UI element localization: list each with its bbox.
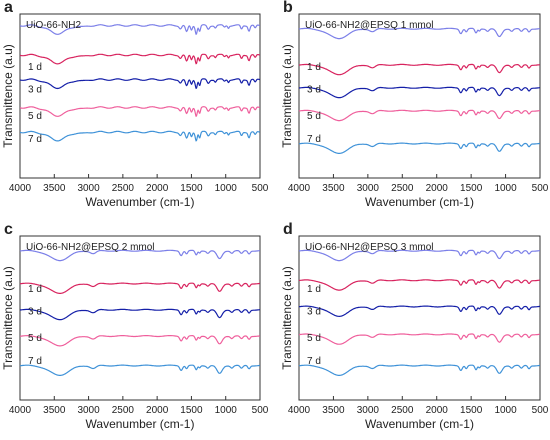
series-label: 7 d [28,134,42,145]
panel-a: a UiO-66-NH2 1 d 3 d 5 d 7 d 4000 3500 3000 2500 2… [1,0,269,209]
panel-letter: d [283,221,293,238]
series-label: 7 d [307,356,321,367]
series-label: 5 d [28,333,42,344]
x-tick-label: 500 [252,183,269,194]
plot-frame [19,235,261,401]
x-tick-label: 4000 [288,405,311,416]
series-line-1 [298,27,541,40]
plot-frame [298,235,541,401]
x-tick-label: 2000 [426,405,449,416]
x-tick-label: 1000 [494,405,517,416]
series-line-3 [299,86,540,99]
x-tick-label: 3500 [43,405,66,416]
series-label: 3 d [307,307,321,318]
x-tick-label: 2000 [146,405,169,416]
series-line-2 [19,53,261,65]
y-axis-label: Transmittence (a.u) [280,266,294,370]
series-line-2 [298,279,540,291]
panel-b: b UiO-66-NH2@EPSQ 1 mmol 1 d 3 d 5 d 7 d 4000 3… [280,0,549,209]
x-tick-label: 1500 [460,183,483,194]
series-line-5 [19,364,261,376]
x-tick-label: 3000 [77,405,100,416]
series-line-3 [19,78,261,90]
x-tick-label: 3500 [322,405,345,416]
panel-c: c UiO-66-NH2@EPSQ 2 mmol 1 d 3 d 5 d 7 d 4000 3… [1,221,269,431]
x-tick-label: 3000 [357,405,380,416]
x-tick-label: 500 [252,405,269,416]
x-axis-label: Wavenumber (cm-1) [86,417,195,431]
series-line-5 [298,142,541,154]
x-tick-label: 1500 [180,405,203,416]
series-label: 3 d [28,85,42,96]
series-line-5 [20,130,261,142]
x-axis-label: Wavenumber (cm-1) [365,195,474,209]
series-label: 5 d [28,111,42,122]
series-line-4 [299,333,540,345]
series-label: 1 d [28,62,42,73]
series-label: 5 d [307,333,321,344]
series-line-3 [299,305,540,317]
series-label: 5 d [307,111,321,122]
panel-title: UiO-66-NH2@EPSQ 1 mmol [305,20,434,31]
panel-title: UiO-66-NH2 [26,20,81,31]
panel-title: UiO-66-NH2@EPSQ 3 mmol [305,242,434,253]
series-label: 3 d [28,307,42,318]
x-tick-label: 500 [532,405,549,416]
series-label: 7 d [28,356,42,367]
series-label: 1 d [28,284,42,295]
x-tick-label: 2500 [391,405,414,416]
plot-frame [298,13,541,179]
panel-letter: c [4,221,13,238]
x-axis-label: Wavenumber (cm-1) [86,195,195,209]
x-tick-label: 1000 [215,405,238,416]
series-line-2 [299,63,541,76]
series-line-4 [20,106,261,118]
series-label: 7 d [307,134,321,145]
x-tick-label: 1000 [215,183,238,194]
x-tick-label: 2500 [112,183,135,194]
y-axis-label: Transmittence (a.u) [280,44,294,148]
panel-letter: b [283,0,293,16]
series-line-1 [298,249,541,262]
y-axis-label: Transmittence (a.u) [1,266,15,370]
x-tick-label: 2500 [112,405,135,416]
x-axis-label: Wavenumber (cm-1) [365,417,474,431]
x-tick-label: 2500 [391,183,414,194]
x-tick-label: 500 [532,183,549,194]
panel-d: d UiO-66-NH2@EPSQ 3 mmol 1 d 3 d 5 d 7 d 4000 3… [280,221,549,431]
panel-letter: a [4,0,13,16]
series-line-2 [19,282,261,294]
panel-title: UiO-66-NH2@EPSQ 2 mmol [26,242,155,253]
series-line-4 [298,109,541,122]
x-tick-label: 3500 [43,183,66,194]
x-tick-label: 3000 [357,183,380,194]
series-line-1 [19,249,261,262]
x-tick-label: 4000 [288,183,311,194]
series-line-3 [20,308,260,321]
series-label: 1 d [307,62,321,73]
x-tick-label: 4000 [9,183,32,194]
x-tick-label: 3000 [77,183,100,194]
x-tick-label: 2000 [426,183,449,194]
y-axis-label: Transmittence (a.u) [1,44,15,148]
x-tick-label: 1500 [180,183,203,194]
series-line-5 [298,364,541,376]
series-label: 3 d [307,85,321,96]
x-tick-label: 3500 [322,183,345,194]
plot-frame [19,13,261,179]
x-tick-label: 1000 [494,183,517,194]
series-line-4 [20,335,261,347]
x-tick-label: 1500 [460,405,483,416]
series-label: 1 d [307,284,321,295]
x-tick-label: 2000 [146,183,169,194]
x-tick-label: 4000 [9,405,32,416]
series-line-1 [20,24,261,36]
